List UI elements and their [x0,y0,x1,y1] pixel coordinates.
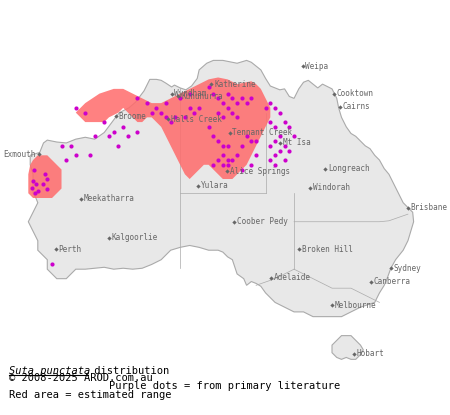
Text: Longreach: Longreach [328,164,370,173]
Text: Red area = estimated range: Red area = estimated range [9,390,171,400]
Text: Broken Hill: Broken Hill [302,245,352,254]
Text: Katherine: Katherine [214,80,256,89]
Text: Hobart: Hobart [357,349,384,358]
Text: Sydney: Sydney [394,264,422,273]
Text: Suta punctata: Suta punctata [9,366,90,376]
Text: Broome: Broome [118,112,146,121]
Text: Weipa: Weipa [306,61,328,71]
Polygon shape [28,61,414,317]
Text: Exmouth: Exmouth [4,150,36,159]
Text: Kalgoorlie: Kalgoorlie [112,233,158,242]
Text: © 2008-2025 AROD.com.au: © 2008-2025 AROD.com.au [9,373,153,383]
Text: Adelaide: Adelaide [274,273,311,282]
Text: Melbourne: Melbourne [335,301,377,310]
Text: Yulara: Yulara [201,181,229,190]
Text: Mt Isa: Mt Isa [283,139,310,147]
Text: Purple dots = from primary literature: Purple dots = from primary literature [109,381,341,391]
Polygon shape [76,78,270,179]
Text: Tennant Creek: Tennant Creek [232,128,292,137]
Text: Perth: Perth [58,245,82,254]
Text: Brisbane: Brisbane [411,203,448,212]
Text: Wyndham: Wyndham [175,89,207,98]
Polygon shape [28,155,62,198]
Text: Cairns: Cairns [342,103,370,111]
Polygon shape [332,336,363,359]
Text: Halls Creek: Halls Creek [171,115,221,124]
Text: Coober Pedy: Coober Pedy [237,217,288,226]
Text: Kununurra: Kununurra [181,92,223,101]
Text: distribution: distribution [88,366,169,376]
Text: Cooktown: Cooktown [337,89,374,98]
Text: Canberra: Canberra [374,277,411,286]
Text: Alice Springs: Alice Springs [230,167,290,176]
Text: Windorah: Windorah [313,183,350,192]
Text: Meekatharra: Meekatharra [83,195,134,203]
